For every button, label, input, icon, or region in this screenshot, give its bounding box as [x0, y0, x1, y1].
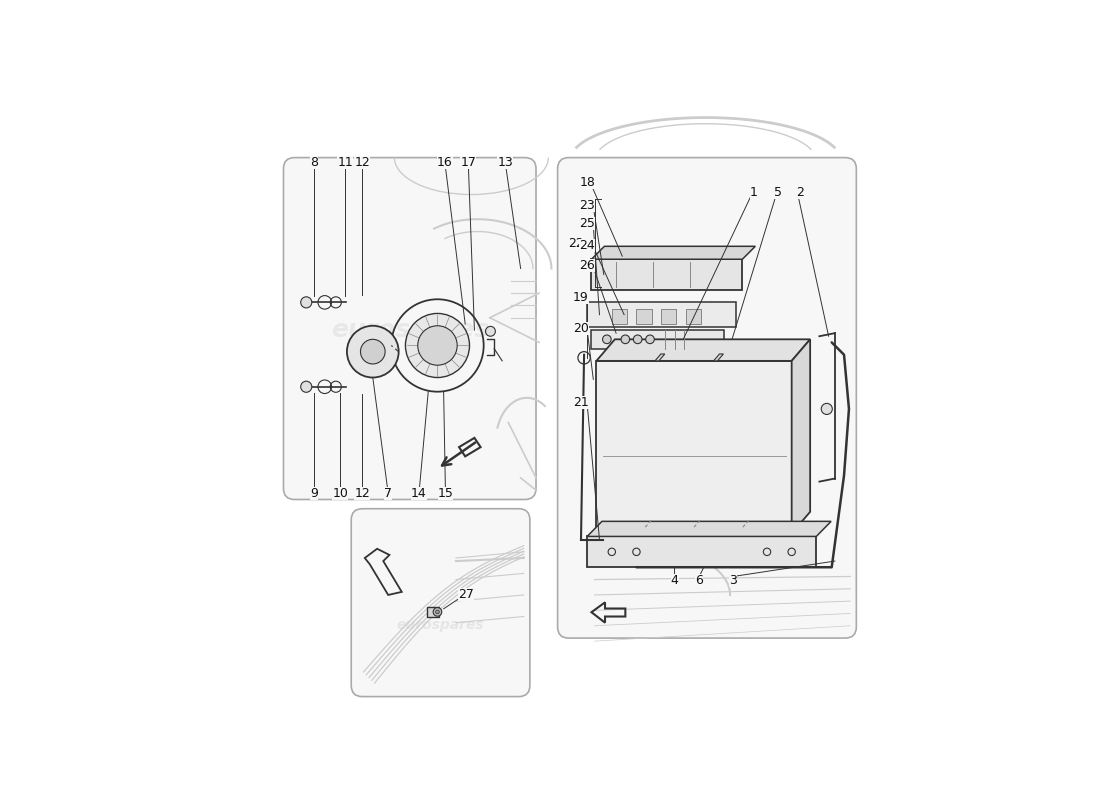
Circle shape	[822, 403, 833, 414]
FancyBboxPatch shape	[284, 158, 536, 499]
Bar	[685, 309, 701, 324]
Circle shape	[646, 335, 654, 344]
Circle shape	[621, 335, 629, 344]
Text: 25: 25	[580, 217, 595, 230]
Text: 16: 16	[437, 156, 453, 169]
Circle shape	[346, 326, 398, 378]
Polygon shape	[587, 522, 832, 537]
Bar	[596, 361, 792, 534]
Polygon shape	[592, 246, 756, 259]
Circle shape	[634, 335, 642, 344]
Text: 7: 7	[384, 487, 393, 500]
Text: 27: 27	[459, 588, 474, 601]
Text: 1: 1	[749, 186, 758, 199]
Text: 14: 14	[411, 487, 427, 500]
Bar	[612, 309, 627, 324]
Text: 23: 23	[580, 198, 595, 211]
Text: 17: 17	[460, 156, 476, 169]
Circle shape	[300, 382, 311, 392]
Text: 22: 22	[569, 238, 584, 250]
Text: 13: 13	[497, 156, 513, 169]
Bar	[661, 309, 676, 324]
Text: 11: 11	[338, 156, 353, 169]
Circle shape	[300, 297, 311, 308]
Text: 24: 24	[580, 238, 595, 251]
Polygon shape	[714, 354, 724, 361]
Bar	[587, 302, 736, 327]
Text: 3: 3	[729, 574, 737, 587]
Text: 12: 12	[354, 487, 371, 500]
Polygon shape	[427, 607, 439, 617]
Text: 21: 21	[573, 396, 588, 409]
Text: 8: 8	[310, 156, 318, 169]
FancyBboxPatch shape	[351, 509, 530, 697]
Circle shape	[485, 326, 495, 336]
Circle shape	[603, 335, 612, 344]
Text: 6: 6	[695, 574, 703, 587]
Text: 26: 26	[580, 259, 595, 272]
Text: 2: 2	[795, 186, 804, 199]
Circle shape	[418, 326, 458, 365]
Circle shape	[433, 607, 442, 616]
Polygon shape	[654, 354, 664, 361]
Text: 20: 20	[573, 322, 588, 334]
Text: 15: 15	[438, 487, 453, 500]
Text: eurospares: eurospares	[397, 618, 484, 631]
Circle shape	[406, 314, 470, 378]
Bar	[592, 330, 724, 349]
Polygon shape	[792, 339, 810, 534]
Circle shape	[361, 339, 385, 364]
FancyBboxPatch shape	[558, 158, 856, 638]
Circle shape	[436, 610, 439, 614]
Bar	[637, 309, 652, 324]
Text: 12: 12	[354, 156, 371, 169]
Text: 18: 18	[580, 176, 595, 189]
Text: 9: 9	[310, 487, 318, 500]
Text: eurospares: eurospares	[626, 422, 784, 446]
Text: 4: 4	[671, 574, 679, 587]
Bar	[592, 259, 743, 290]
Text: eurospares: eurospares	[331, 318, 488, 342]
Text: 5: 5	[774, 186, 782, 199]
Bar	[587, 537, 816, 567]
Polygon shape	[596, 339, 810, 361]
Text: 19: 19	[573, 291, 588, 304]
Text: 10: 10	[332, 487, 348, 500]
